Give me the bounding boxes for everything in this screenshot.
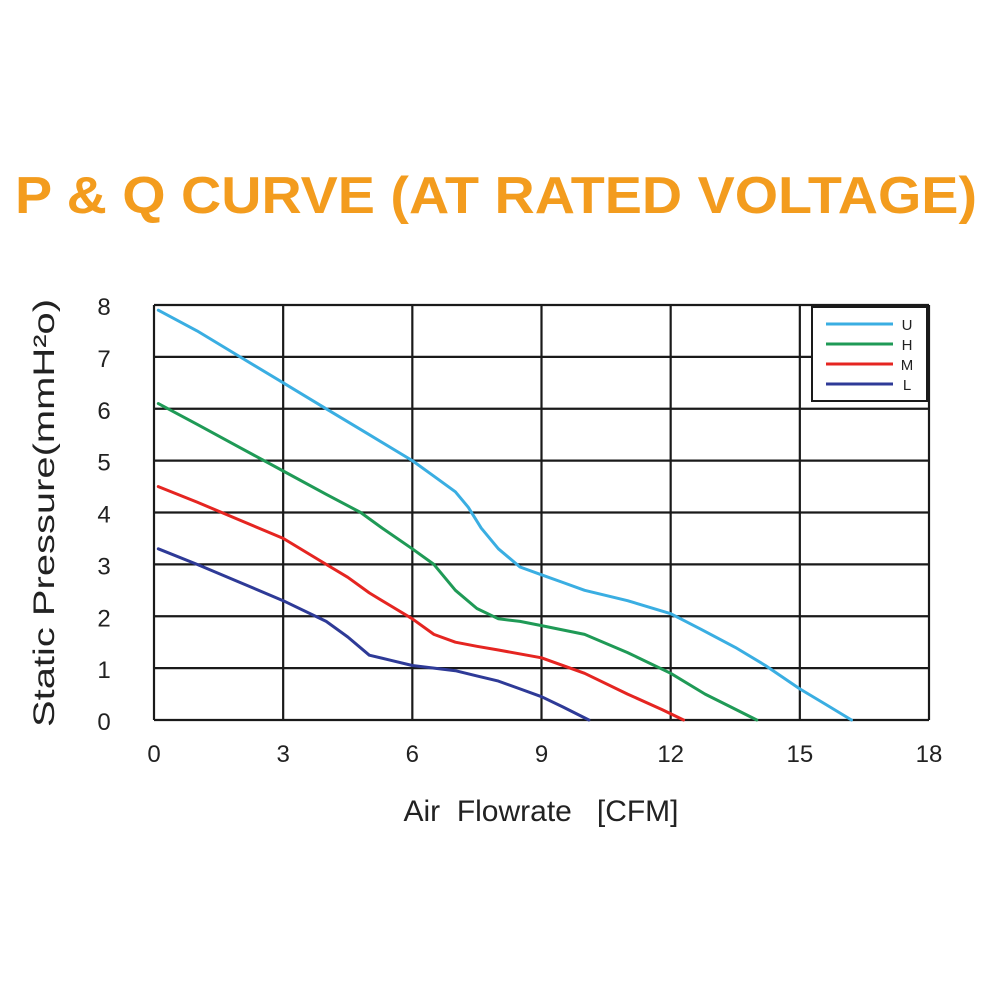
legend-label-L: L bbox=[903, 377, 911, 394]
y-tick-label: 6 bbox=[97, 398, 110, 425]
x-tick-label: 15 bbox=[786, 741, 813, 768]
y-tick-label: 2 bbox=[97, 605, 110, 632]
y-tick-label: 3 bbox=[97, 553, 110, 580]
legend-label-U: U bbox=[902, 317, 913, 334]
chart-title: P & Q CURVE (AT RATED VOLTAGE) bbox=[15, 167, 977, 225]
x-tick-label: 0 bbox=[147, 741, 160, 768]
y-tick-label: 4 bbox=[97, 502, 110, 529]
series-line-H bbox=[156, 402, 759, 722]
y-tick-label: 5 bbox=[97, 450, 110, 477]
series-line-M bbox=[156, 485, 686, 722]
x-axis-label: Air Flowrate [CFM] bbox=[403, 795, 678, 828]
y-tick-label: 0 bbox=[97, 709, 110, 736]
x-tick-label: 3 bbox=[276, 741, 289, 768]
legend-label-H: H bbox=[902, 337, 913, 354]
grid bbox=[152, 303, 931, 722]
legend-label-M: M bbox=[901, 357, 914, 374]
series-lines bbox=[156, 308, 853, 722]
y-tick-label: 1 bbox=[97, 657, 110, 684]
x-tick-label: 18 bbox=[916, 741, 943, 768]
series-line-U bbox=[156, 308, 853, 722]
y-tick-label: 7 bbox=[97, 346, 110, 373]
x-tick-label: 9 bbox=[535, 741, 548, 768]
series-line-L bbox=[156, 547, 591, 722]
x-tick-label: 12 bbox=[657, 741, 684, 768]
x-tick-label: 6 bbox=[406, 741, 419, 768]
y-axis-label: Static Pressure(mmH²o) bbox=[28, 299, 61, 727]
y-tick-label: 8 bbox=[97, 294, 110, 321]
